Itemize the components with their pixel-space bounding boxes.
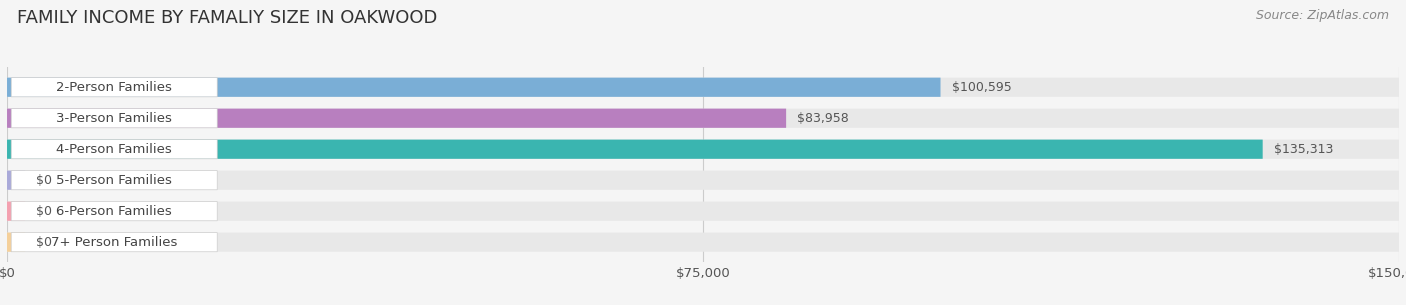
Text: 7+ Person Families: 7+ Person Families <box>51 236 177 249</box>
Text: FAMILY INCOME BY FAMALIY SIZE IN OAKWOOD: FAMILY INCOME BY FAMALIY SIZE IN OAKWOOD <box>17 9 437 27</box>
FancyBboxPatch shape <box>7 78 941 97</box>
Text: 3-Person Families: 3-Person Families <box>56 112 172 125</box>
FancyBboxPatch shape <box>11 170 217 190</box>
FancyBboxPatch shape <box>7 140 1399 159</box>
FancyBboxPatch shape <box>11 140 217 159</box>
Text: $135,313: $135,313 <box>1274 143 1333 156</box>
Text: $100,595: $100,595 <box>952 81 1011 94</box>
Text: $0: $0 <box>37 174 52 187</box>
FancyBboxPatch shape <box>7 109 786 128</box>
FancyBboxPatch shape <box>11 202 217 221</box>
Text: 6-Person Families: 6-Person Families <box>56 205 172 218</box>
FancyBboxPatch shape <box>7 170 25 190</box>
FancyBboxPatch shape <box>7 232 1399 252</box>
FancyBboxPatch shape <box>7 140 1263 159</box>
FancyBboxPatch shape <box>7 202 25 221</box>
Text: 2-Person Families: 2-Person Families <box>56 81 172 94</box>
Text: 4-Person Families: 4-Person Families <box>56 143 172 156</box>
FancyBboxPatch shape <box>7 109 1399 128</box>
FancyBboxPatch shape <box>7 232 25 252</box>
FancyBboxPatch shape <box>11 78 217 97</box>
FancyBboxPatch shape <box>11 232 217 252</box>
Text: 5-Person Families: 5-Person Families <box>56 174 172 187</box>
FancyBboxPatch shape <box>7 170 1399 190</box>
FancyBboxPatch shape <box>7 78 1399 97</box>
FancyBboxPatch shape <box>11 109 217 128</box>
Text: $0: $0 <box>37 236 52 249</box>
Text: Source: ZipAtlas.com: Source: ZipAtlas.com <box>1256 9 1389 22</box>
FancyBboxPatch shape <box>7 202 1399 221</box>
Text: $83,958: $83,958 <box>797 112 849 125</box>
Text: $0: $0 <box>37 205 52 218</box>
